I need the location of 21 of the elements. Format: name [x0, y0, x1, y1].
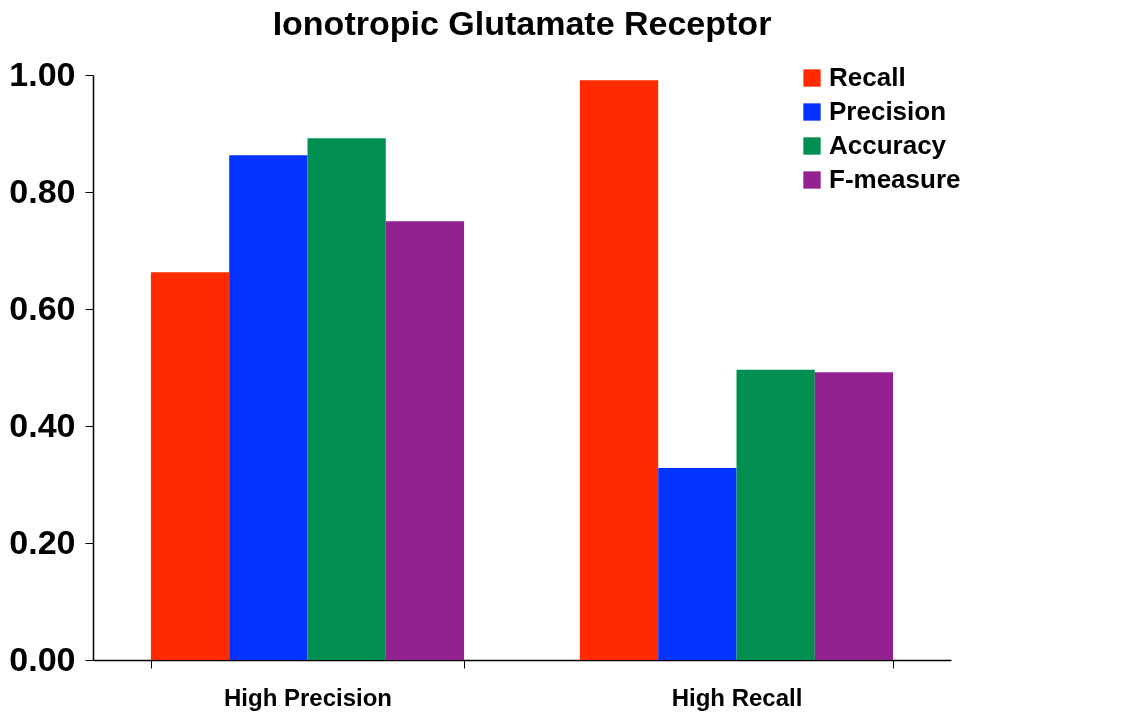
legend-label: F-measure [829, 164, 961, 194]
bar [736, 369, 815, 660]
bar [150, 272, 230, 660]
bar [229, 155, 308, 660]
bar [385, 221, 465, 660]
y-tick-label: 0.60 [9, 288, 76, 327]
x-tick-label: High Recall [671, 683, 803, 711]
y-tick-label: 0.40 [9, 405, 76, 444]
chart-title: Ionotropic Glutamate Receptor [272, 4, 772, 42]
y-tick-label: 1.00 [9, 54, 76, 93]
bar [658, 468, 737, 660]
bar [307, 138, 386, 660]
y-tick-label: 0.20 [9, 522, 76, 561]
bar [579, 80, 659, 660]
x-tick-label: High Precision [223, 683, 393, 711]
bar [814, 372, 894, 660]
legend-label: Precision [829, 96, 947, 126]
legend-label: Recall [829, 62, 906, 92]
y-tick-label: 0.80 [9, 171, 76, 210]
legend-label: Accuracy [829, 130, 947, 160]
y-tick-label: 0.00 [9, 639, 76, 678]
